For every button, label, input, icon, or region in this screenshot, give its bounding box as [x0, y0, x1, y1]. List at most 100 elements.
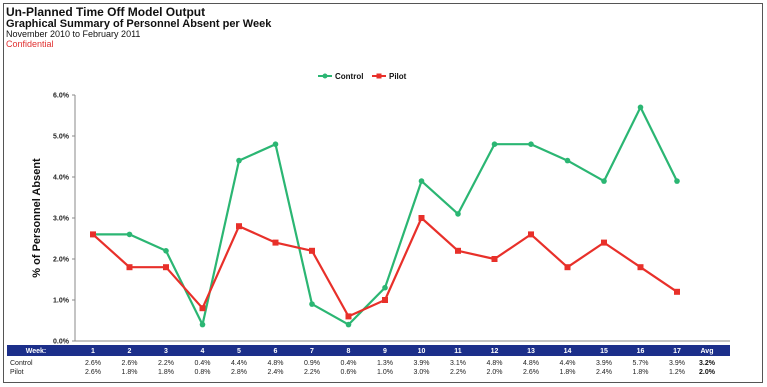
table-cell: 2.2% [158, 360, 174, 367]
y-axis-label: % of Personnel Absent [31, 158, 43, 278]
week-number: 17 [673, 348, 681, 355]
data-point [163, 248, 169, 254]
week-number: 9 [383, 348, 387, 355]
table-cell: 2.4% [268, 369, 284, 376]
week-number: 12 [491, 348, 499, 355]
week-number: 8 [347, 348, 351, 355]
table-cell: 2.6% [85, 369, 101, 376]
y-tick-label: 3.0% [53, 216, 70, 223]
table-cell: 2.6% [85, 360, 101, 367]
table-cell: 1.8% [560, 369, 576, 376]
table-cell: 1.3% [377, 360, 393, 367]
week-number: 11 [454, 348, 462, 355]
table-avg-cell: 3.2% [699, 360, 716, 367]
data-point [674, 178, 680, 184]
week-number: 2 [128, 348, 132, 355]
y-tick-label: 2.0% [53, 257, 70, 264]
table-cell: 3.9% [414, 360, 430, 367]
chart-frame [3, 3, 763, 383]
data-point [528, 231, 534, 238]
data-point [309, 301, 315, 307]
week-number: 1 [91, 348, 95, 355]
table-cell: 4.8% [268, 360, 284, 367]
table-cell: 1.8% [158, 369, 174, 376]
data-point [564, 264, 571, 271]
table-cell: 0.9% [304, 360, 320, 367]
table-cell: 0.8% [195, 369, 211, 376]
table-cell: 0.4% [195, 360, 211, 367]
data-point [345, 321, 352, 328]
data-point [126, 264, 133, 271]
data-point [491, 256, 498, 262]
data-point [309, 247, 315, 254]
data-point [382, 297, 388, 303]
table-cell: 2.2% [304, 369, 320, 376]
week-number: 4 [201, 348, 205, 355]
table-cell: 2.0% [487, 369, 503, 376]
table-cell: 4.4% [231, 360, 247, 367]
week-number: 13 [527, 348, 535, 355]
data-point [601, 178, 607, 184]
data-point [199, 321, 206, 328]
week-number: 10 [418, 348, 426, 355]
data-point [637, 104, 644, 111]
data-point [272, 141, 279, 147]
y-tick-label: 6.0% [53, 93, 70, 100]
table-cell: 4.8% [487, 360, 503, 367]
table-cell: 4.8% [523, 360, 539, 367]
week-number: 16 [637, 348, 645, 355]
legend-label: Pilot [389, 72, 407, 81]
week-number: 5 [237, 348, 241, 355]
data-point [455, 211, 461, 217]
table-cell: 0.6% [341, 369, 357, 376]
data-point [564, 157, 571, 164]
table-cell: 1.8% [633, 369, 649, 376]
week-number: 6 [274, 348, 278, 355]
legend-label: Control [335, 72, 363, 81]
table-cell: 2.6% [523, 369, 539, 376]
week-number: 7 [310, 348, 314, 355]
table-cell: 3.0% [414, 369, 430, 376]
avg-header: Avg [701, 348, 714, 355]
chart-subtitle: Graphical Summary of Personnel Absent pe… [6, 17, 272, 30]
data-point [601, 239, 607, 246]
legend-marker [376, 73, 382, 79]
data-point [236, 157, 242, 164]
data-point [199, 305, 206, 312]
table-header-band [7, 345, 730, 356]
table-cell: 3.9% [669, 360, 685, 367]
table-cell: 5.7% [633, 360, 649, 367]
data-point [528, 141, 534, 147]
data-point [418, 178, 425, 184]
data-point [90, 231, 96, 238]
table-header-label: Week: [26, 348, 47, 355]
series-line-control [93, 106, 678, 326]
data-point [382, 284, 388, 291]
week-number: 14 [564, 348, 572, 355]
y-tick-label: 1.0% [53, 298, 70, 305]
date-range: November 2010 to February 2011 [6, 29, 141, 40]
table-cell: 3.9% [596, 360, 612, 367]
table-cell: 1.2% [669, 369, 685, 376]
week-number: 3 [164, 348, 168, 355]
week-number: 15 [600, 348, 608, 355]
data-point [491, 141, 498, 147]
legend-marker [322, 73, 328, 79]
data-point [345, 313, 352, 320]
data-point [637, 264, 644, 271]
table-cell: 2.4% [596, 369, 612, 376]
data-point [236, 223, 242, 230]
data-point [674, 288, 680, 295]
table-row-label: Pilot [10, 369, 24, 376]
table-cell: 1.8% [122, 369, 138, 376]
y-tick-label: 0.0% [53, 339, 70, 346]
confidential-label: Confidential [6, 38, 54, 49]
table-cell: 0.4% [341, 360, 357, 367]
table-cell: 3.1% [450, 360, 466, 367]
data-point [163, 264, 169, 271]
data-point [455, 247, 461, 254]
data-point [126, 231, 133, 238]
y-tick-label: 5.0% [53, 134, 70, 141]
table-cell: 2.2% [450, 369, 466, 376]
